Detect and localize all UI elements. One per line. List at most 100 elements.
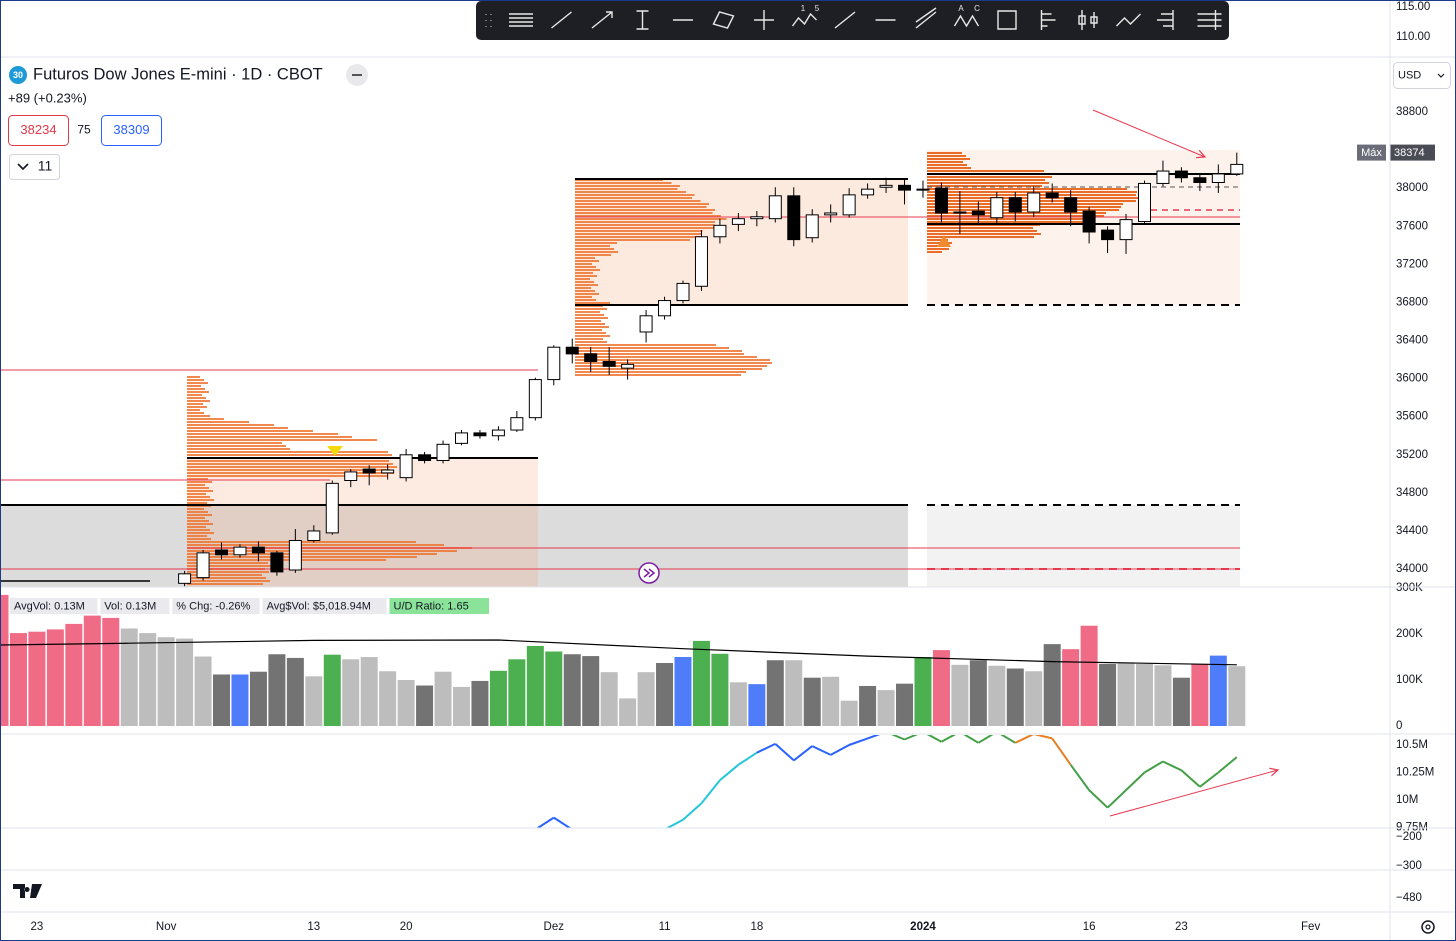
candle-body [768,195,782,220]
volume-bar [1099,663,1117,726]
volume-profile-row [575,368,762,370]
x-tick-label: Nov [156,921,177,933]
volume-bar [1191,663,1209,726]
indicator-line-segment [977,735,994,744]
currency-select[interactable] [1393,62,1451,89]
volume-profile-row [927,164,967,166]
volume-profile-row [575,263,592,265]
candle-body [861,188,875,196]
volume-profile-row [187,466,397,468]
volume-profile-row [575,212,713,214]
y-tick-label: 0 [1396,720,1402,732]
candle-body [824,212,838,216]
candle-body [1045,192,1059,199]
candle-body [251,546,265,554]
volume-profile-row [575,290,595,292]
volume-bar [711,653,729,726]
volume-profile-row [187,448,290,450]
candle-body [1119,219,1133,241]
volume-profile-row [575,353,744,355]
toolbar-tool[interactable] [1157,10,1174,30]
volume-profile-row [575,245,610,247]
candle-body [934,187,948,214]
toolbar-tool[interactable] [754,10,774,30]
volume-profile-row [187,382,208,384]
toolbar-tool[interactable] [1197,10,1222,30]
candle-body [731,218,745,225]
volume-bar [1154,665,1172,726]
volume-info-bg [100,598,170,614]
currency: USD [1398,69,1421,81]
volume-profile-row [575,215,721,217]
indicator-line-segment [891,735,905,741]
indicator-line-segment [1000,735,1016,744]
volume-profile-row [575,242,617,244]
toolbar-tool[interactable] [591,11,613,29]
volume-profile-row [575,374,741,376]
volume-profile-row [927,152,962,154]
toolbar-tool[interactable] [953,14,980,28]
toolbar-tool[interactable] [997,10,1017,30]
indicator-line-segment [1217,756,1238,774]
candle-body [473,432,487,437]
volume-profile-row [575,182,672,184]
volume-bar [157,637,175,726]
volume-bar [379,671,397,726]
volume-bar [176,638,194,726]
volume-profile-row [575,275,597,277]
volume-bar [545,651,563,726]
x-tick-label: 11 [659,921,671,933]
toolbar-tool[interactable] [791,12,817,27]
toolbar-tool[interactable] [1040,10,1056,30]
candle-body [196,552,210,579]
candle-body [1137,182,1151,223]
buy-button[interactable] [101,115,162,146]
toolbar-tool[interactable] [1078,10,1098,30]
volume-bar [526,645,544,726]
volume-profile-row [927,182,1049,184]
volume-profile-row [927,236,1034,238]
candle-body [399,454,413,479]
volume-bar [65,623,83,726]
volume-profile-row [187,577,266,579]
toolbar-tool[interactable] [509,13,533,27]
indicators-toggle[interactable] [9,154,60,180]
symbol-badge-text: 30 [13,70,23,80]
volume-info-label: Avg$Vol: $5,018.94M [267,600,371,612]
toolbar-tool[interactable] [915,7,937,29]
settings-button[interactable] [1421,920,1435,934]
toolbar-tool[interactable] [551,11,572,29]
volume-profile-row [187,562,268,564]
tradingview-logo[interactable] [13,884,42,898]
volume-profile-row [187,538,211,540]
drawing-toolbar [476,1,1229,40]
sell-button[interactable] [8,115,69,146]
volume-bar [1006,668,1024,726]
toolbar-tool[interactable] [712,11,735,29]
volume-profile-row [575,251,618,253]
volume-profile-row [187,379,204,381]
toolbar-tool[interactable] [834,11,856,29]
volume-profile-row [575,224,715,226]
volume-profile-row [575,314,604,316]
candle-body [510,417,524,431]
volume-profile-row [575,332,606,334]
candle-body [288,539,302,571]
volume-profile-row [575,335,610,337]
volume-bar [1209,655,1227,726]
indicator-line-segment [1199,771,1219,788]
volume-profile-row [575,230,703,232]
volume-bar [729,682,747,726]
toolbar-tool[interactable] [636,10,649,30]
volume-bar [231,674,249,726]
toolbar-tool[interactable] [1116,13,1141,27]
volume-profile-row [187,388,205,390]
volume-profile-row [187,478,208,480]
pane-candlestick [178,152,1244,587]
volume-profile-row [927,248,949,250]
max-label: Máx [1361,147,1382,159]
y-tick-label: 35200 [1396,449,1428,461]
volume-profile-row [187,502,207,504]
volume-profile-row [575,194,695,196]
